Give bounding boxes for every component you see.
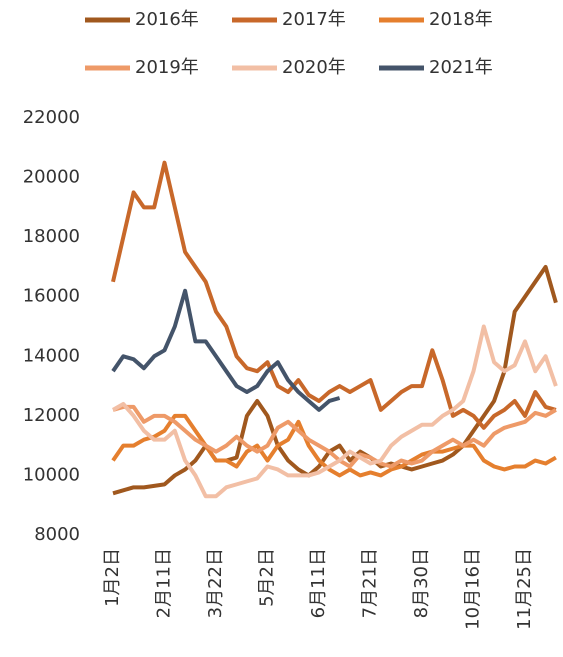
y-tick-label: 20000 [23, 167, 80, 188]
y-tick-label: 22000 [23, 107, 80, 128]
series-line [111, 160, 557, 430]
x-tick-label: 11月25日 [514, 548, 535, 630]
series-line [112, 264, 558, 496]
series-line [111, 288, 341, 412]
x-tick-label: 3月22日 [205, 548, 226, 618]
y-tick-label: 10000 [23, 464, 80, 485]
legend-label: 2016年 [135, 9, 199, 30]
legend-label: 2021年 [429, 57, 493, 78]
x-tick-label: 7月21日 [360, 548, 381, 618]
legend-label: 2018年 [429, 9, 493, 30]
x-tick-label: 10月16日 [463, 548, 484, 630]
series-line [112, 404, 557, 469]
y-tick-label: 14000 [23, 345, 80, 366]
series-line [111, 324, 558, 499]
series-line [111, 413, 557, 478]
x-tick-label: 5月2日 [257, 548, 278, 607]
legend-label: 2020年 [282, 57, 346, 78]
legend-label: 2019年 [135, 57, 199, 78]
x-tick-label: 8月30日 [411, 548, 432, 618]
y-tick-label: 18000 [23, 226, 80, 247]
y-tick-label: 12000 [23, 405, 80, 426]
y-tick-label: 16000 [23, 286, 80, 307]
y-tick-label: 8000 [34, 524, 80, 545]
x-tick-label: 1月2日 [102, 548, 123, 607]
legend-label: 2017年 [282, 9, 346, 30]
x-tick-label: 2月11日 [154, 548, 175, 618]
x-tick-label: 6月11日 [308, 548, 329, 618]
